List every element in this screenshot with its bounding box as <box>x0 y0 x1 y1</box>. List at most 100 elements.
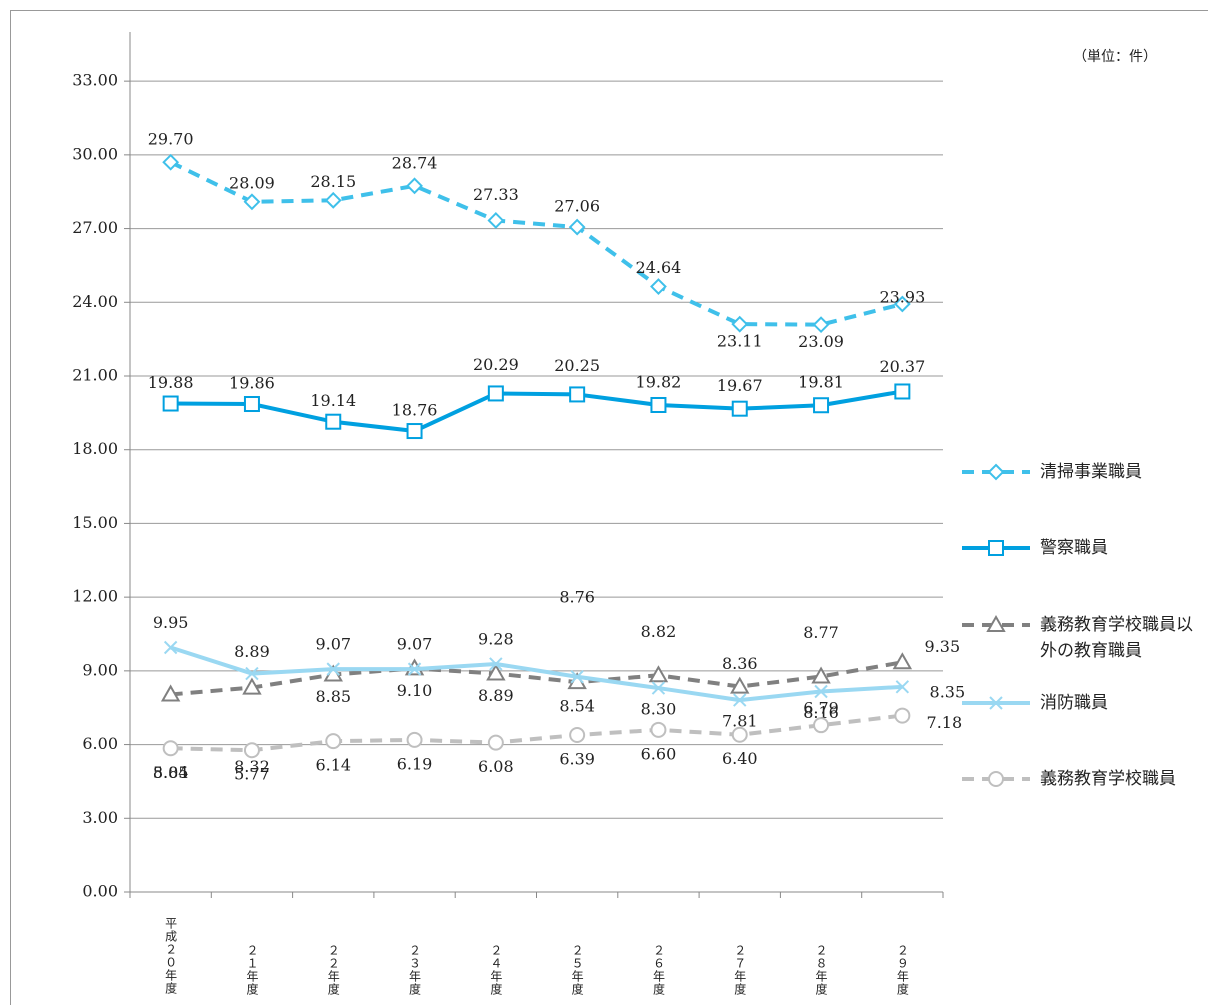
marker <box>407 662 422 676</box>
data-label: 19.14 <box>310 391 356 410</box>
marker <box>813 397 830 414</box>
legend-label: 義務教育学校職員 <box>1040 769 1176 789</box>
marker <box>648 665 669 683</box>
x-tick-label: ２１年度 <box>245 944 259 996</box>
data-label: 27.33 <box>473 185 519 204</box>
y-tick-label: 15.00 <box>72 513 118 532</box>
legend-item: 警察職員 <box>960 535 1193 561</box>
marker <box>894 707 911 724</box>
data-label: 19.86 <box>229 374 275 393</box>
marker <box>892 652 913 670</box>
legend-swatch <box>962 463 1030 481</box>
data-label: 9.07 <box>315 635 351 654</box>
data-label: 9.95 <box>153 613 189 632</box>
marker <box>406 177 423 195</box>
data-label: 8.82 <box>641 622 677 641</box>
y-tick-label: 33.00 <box>72 71 118 90</box>
marker <box>162 395 179 412</box>
legend-item: 義務教育学校職員 <box>960 766 1193 792</box>
marker <box>570 670 584 684</box>
data-label: 9.28 <box>478 629 514 648</box>
marker <box>245 666 259 681</box>
y-tick-label: 18.00 <box>72 439 118 458</box>
data-label: 20.37 <box>879 357 925 376</box>
y-tick-label: 6.00 <box>82 734 118 753</box>
x-tick-label: ２６年度 <box>651 944 665 996</box>
marker <box>731 400 748 417</box>
x-tick-label: ２７年度 <box>733 944 747 996</box>
x-tick-label: ２９年度 <box>895 944 909 996</box>
data-label: 18.76 <box>392 401 438 420</box>
data-label: 6.14 <box>315 756 351 775</box>
marker <box>569 386 586 403</box>
data-label: 23.93 <box>879 288 925 307</box>
marker <box>406 423 423 440</box>
series-line <box>170 660 903 697</box>
data-label: 5.85 <box>153 763 189 782</box>
y-tick-label: 0.00 <box>82 882 118 901</box>
data-label: 7.18 <box>927 713 963 732</box>
data-label: 19.82 <box>636 372 682 391</box>
data-label: 6.39 <box>559 749 595 768</box>
marker <box>487 212 505 229</box>
marker <box>650 278 667 295</box>
data-label: 8.30 <box>641 700 677 719</box>
marker <box>243 742 260 759</box>
marker <box>326 662 340 676</box>
marker <box>812 316 830 334</box>
data-label: 8.77 <box>803 623 839 642</box>
y-tick-label: 24.00 <box>72 292 118 311</box>
x-tick-label: ２５年度 <box>570 944 584 996</box>
data-label: 28.74 <box>392 153 438 172</box>
data-label: 9.10 <box>397 681 433 700</box>
marker <box>163 640 178 655</box>
marker <box>243 396 260 413</box>
marker <box>730 676 750 694</box>
data-label: 9.07 <box>397 635 433 654</box>
data-label: 29.70 <box>148 130 194 149</box>
legend-item: 消防職員 <box>960 690 1193 716</box>
data-label: 5.77 <box>234 765 270 784</box>
marker <box>733 693 747 707</box>
marker <box>989 696 1003 710</box>
marker <box>162 740 179 757</box>
data-label: 24.64 <box>636 258 682 277</box>
data-label: 27.06 <box>554 197 600 216</box>
legend-label: 義務教育学校職員以外の教育職員 <box>1040 615 1193 661</box>
data-label: 8.35 <box>930 682 966 701</box>
marker <box>650 721 667 738</box>
data-label: 8.89 <box>478 686 514 705</box>
legend-label: 警察職員 <box>1040 538 1108 558</box>
marker <box>988 540 1004 556</box>
data-label: 20.25 <box>554 356 600 375</box>
marker <box>487 385 504 402</box>
marker <box>160 684 181 702</box>
marker <box>242 677 262 695</box>
marker <box>814 684 828 699</box>
marker <box>569 726 586 743</box>
legend-swatch <box>962 540 1030 556</box>
data-label: 8.16 <box>803 703 839 722</box>
data-label: 19.67 <box>717 376 763 395</box>
data-label: 8.32 <box>234 757 270 776</box>
legend-label: 清掃事業職員 <box>1040 462 1142 482</box>
y-tick-label: 27.00 <box>72 218 118 237</box>
x-tick-label: ２４年度 <box>489 944 503 996</box>
data-label: 6.60 <box>641 744 677 763</box>
y-tick-label: 30.00 <box>72 144 118 163</box>
x-tick-label: ２２年度 <box>326 944 340 996</box>
marker <box>324 191 342 209</box>
y-tick-label: 12.00 <box>72 587 118 606</box>
marker <box>731 315 749 333</box>
marker <box>406 731 423 748</box>
marker <box>986 614 1006 632</box>
marker <box>489 657 503 671</box>
x-tick-label: ２８年度 <box>814 944 828 996</box>
marker <box>325 733 342 750</box>
marker <box>650 396 667 413</box>
data-label: 6.79 <box>803 699 839 718</box>
data-label: 8.04 <box>153 763 189 782</box>
marker <box>811 666 831 684</box>
